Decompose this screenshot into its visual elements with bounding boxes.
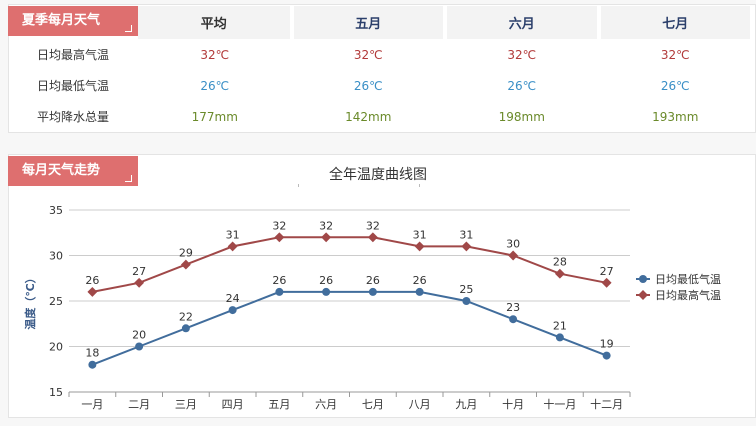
x-tick-label: 四月 <box>222 398 244 411</box>
x-tick-label: 六月 <box>315 398 337 411</box>
data-label: 31 <box>226 228 240 241</box>
data-point-high <box>321 232 331 242</box>
data-label: 26 <box>272 274 286 287</box>
data-label: 32 <box>366 219 380 232</box>
data-point-high <box>181 260 191 270</box>
data-label: 30 <box>506 238 520 251</box>
x-tick-label: 五月 <box>268 398 290 411</box>
y-tick-label: 20 <box>49 341 63 354</box>
legend-label: 日均最低气温 <box>655 272 721 286</box>
data-label: 31 <box>413 228 427 241</box>
data-point-high <box>508 251 518 261</box>
data-label: 21 <box>553 319 567 332</box>
x-tick-label: 十二月 <box>590 397 623 411</box>
legend-marker-low <box>639 275 647 283</box>
data-point-low <box>135 343 143 351</box>
data-point-low <box>369 288 377 296</box>
y-tick-label: 15 <box>49 386 63 399</box>
x-tick-label: 二月 <box>128 398 150 411</box>
x-tick-label: 七月 <box>362 398 384 411</box>
data-point-low <box>275 288 283 296</box>
data-label: 19 <box>600 338 614 351</box>
x-tick-label: 十一月 <box>543 397 576 411</box>
legend-marker-high <box>638 290 648 300</box>
data-label: 26 <box>319 274 333 287</box>
x-tick-label: 八月 <box>409 398 431 411</box>
data-label: 18 <box>85 347 99 360</box>
x-tick-label: 三月 <box>175 398 197 411</box>
data-point-low <box>462 297 470 305</box>
data-label: 29 <box>179 247 193 260</box>
x-tick-label: 一月 <box>81 398 103 411</box>
data-label: 24 <box>226 292 240 305</box>
data-point-low <box>509 315 517 323</box>
y-tick-label: 35 <box>49 204 63 217</box>
x-tick-label: 十月 <box>502 397 524 411</box>
data-label: 28 <box>553 256 567 269</box>
data-label: 23 <box>506 301 520 314</box>
data-point-high <box>555 269 565 279</box>
data-point-low <box>182 324 190 332</box>
y-axis-label: 温度（℃） <box>23 272 37 329</box>
y-tick-label: 30 <box>49 250 63 263</box>
data-label: 26 <box>366 274 380 287</box>
data-point-low <box>322 288 330 296</box>
data-point-high <box>134 278 144 288</box>
data-point-high <box>87 287 97 297</box>
data-label: 27 <box>132 265 146 278</box>
data-label: 25 <box>459 283 473 296</box>
series-line <box>92 237 606 292</box>
x-tick-label: 九月 <box>455 398 477 411</box>
data-label: 27 <box>600 265 614 278</box>
data-label: 26 <box>413 274 427 287</box>
data-point-high <box>274 232 284 242</box>
data-point-low <box>416 288 424 296</box>
data-label: 32 <box>272 219 286 232</box>
series-line <box>92 292 606 365</box>
data-label: 32 <box>319 219 333 232</box>
temperature-chart: 15 20 25 30 35 一月 二月 三月 四月 五月 六月 七月 八月 九月 十月 十一月 十二月 温度（℃… <box>0 0 756 426</box>
data-label: 22 <box>179 310 193 323</box>
data-label: 20 <box>132 329 146 342</box>
y-tick-label: 25 <box>49 295 63 308</box>
data-point-low <box>229 306 237 314</box>
legend-label: 日均最高气温 <box>655 288 721 302</box>
data-point-high <box>415 241 425 251</box>
data-point-low <box>88 361 96 369</box>
data-point-low <box>603 352 611 360</box>
data-point-low <box>556 333 564 341</box>
data-point-high <box>461 241 471 251</box>
data-label: 26 <box>85 274 99 287</box>
data-point-high <box>368 232 378 242</box>
data-point-high <box>602 278 612 288</box>
data-point-high <box>228 241 238 251</box>
data-label: 31 <box>459 228 473 241</box>
